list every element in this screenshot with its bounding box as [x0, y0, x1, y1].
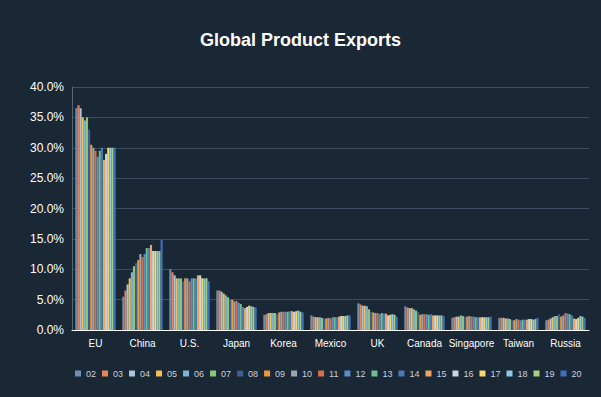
svg-text:14: 14	[409, 369, 419, 379]
svg-text:05: 05	[167, 369, 177, 379]
svg-text:0.0%: 0.0%	[37, 323, 65, 337]
svg-text:04: 04	[140, 369, 150, 379]
svg-text:09: 09	[275, 369, 285, 379]
svg-text:Russia: Russia	[550, 338, 581, 349]
svg-text:Canada: Canada	[407, 338, 442, 349]
svg-text:5.0%: 5.0%	[37, 293, 65, 307]
svg-text:35.0%: 35.0%	[30, 110, 64, 124]
svg-text:07: 07	[221, 369, 231, 379]
svg-text:10: 10	[302, 369, 312, 379]
svg-text:15: 15	[436, 369, 446, 379]
svg-text:EU: EU	[89, 338, 103, 349]
svg-text:03: 03	[113, 369, 123, 379]
svg-text:25.0%: 25.0%	[30, 171, 64, 185]
svg-text:19: 19	[545, 369, 555, 379]
svg-text:30.0%: 30.0%	[30, 141, 64, 155]
svg-text:Global Product Exports: Global Product Exports	[200, 30, 401, 50]
svg-text:17: 17	[490, 369, 500, 379]
svg-text:08: 08	[248, 369, 258, 379]
svg-text:20: 20	[572, 369, 582, 379]
svg-text:China: China	[129, 338, 156, 349]
svg-text:Japan: Japan	[223, 338, 250, 349]
svg-text:18: 18	[518, 369, 528, 379]
svg-text:10.0%: 10.0%	[30, 262, 64, 276]
svg-text:15.0%: 15.0%	[30, 232, 64, 246]
svg-text:13: 13	[382, 369, 392, 379]
svg-text:11: 11	[329, 369, 338, 379]
svg-text:Mexico: Mexico	[315, 338, 347, 349]
svg-text:Korea: Korea	[270, 338, 297, 349]
svg-text:12: 12	[355, 369, 365, 379]
svg-text:Taiwan: Taiwan	[503, 338, 534, 349]
svg-text:16: 16	[463, 369, 473, 379]
svg-text:06: 06	[194, 369, 204, 379]
svg-text:02: 02	[86, 369, 96, 379]
svg-text:U.S.: U.S.	[180, 338, 199, 349]
svg-text:Singapore: Singapore	[449, 338, 495, 349]
svg-text:40.0%: 40.0%	[30, 80, 64, 94]
svg-text:20.0%: 20.0%	[30, 202, 64, 216]
svg-text:UK: UK	[371, 338, 385, 349]
